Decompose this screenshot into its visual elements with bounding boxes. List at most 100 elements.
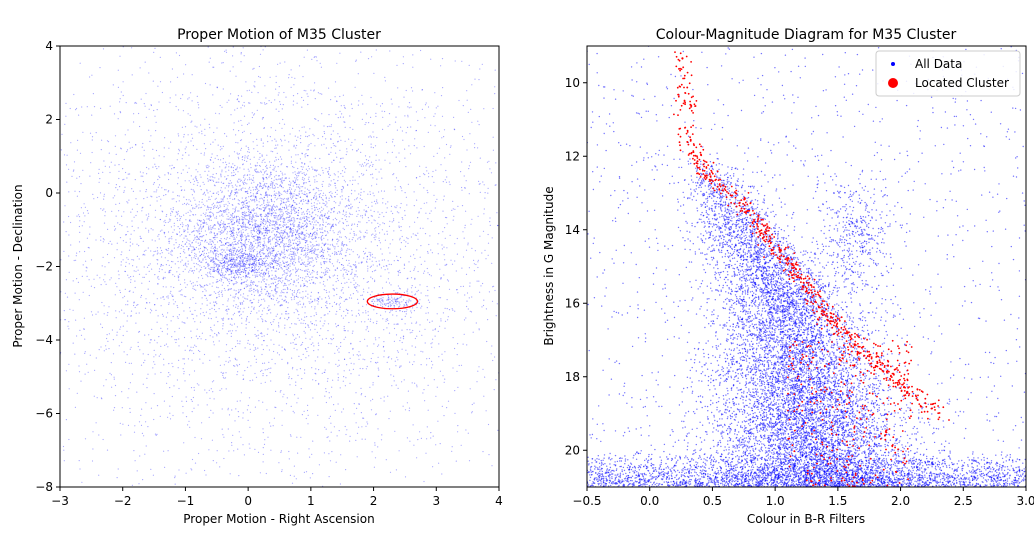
proper-motion-point bbox=[228, 184, 230, 187]
proper-motion-point bbox=[315, 258, 317, 260]
proper-motion-point bbox=[306, 219, 308, 221]
proper-motion-point bbox=[367, 159, 370, 162]
proper-motion-point bbox=[235, 276, 237, 278]
proper-motion-point bbox=[288, 245, 290, 247]
proper-motion-point bbox=[414, 293, 417, 295]
proper-motion-point bbox=[285, 96, 287, 98]
proper-motion-point bbox=[315, 236, 317, 238]
proper-motion-point bbox=[307, 260, 309, 262]
proper-motion-point bbox=[313, 56, 315, 59]
proper-motion-point bbox=[200, 239, 202, 242]
proper-motion-point bbox=[259, 165, 261, 167]
proper-motion-point bbox=[264, 381, 266, 383]
proper-motion-point bbox=[245, 238, 247, 240]
proper-motion-point bbox=[351, 183, 354, 185]
proper-motion-point bbox=[103, 350, 105, 352]
proper-motion-point bbox=[213, 260, 215, 262]
proper-motion-point bbox=[287, 209, 289, 211]
proper-motion-point bbox=[237, 271, 239, 274]
proper-motion-point bbox=[290, 69, 292, 71]
proper-motion-point bbox=[341, 244, 343, 246]
proper-motion-point bbox=[341, 289, 343, 291]
proper-motion-point bbox=[309, 477, 311, 479]
proper-motion-point bbox=[247, 241, 250, 243]
proper-motion-point bbox=[242, 256, 244, 258]
proper-motion-point bbox=[401, 341, 403, 344]
proper-motion-point bbox=[292, 104, 294, 106]
proper-motion-point bbox=[271, 206, 273, 208]
proper-motion-point bbox=[406, 300, 408, 302]
proper-motion-point bbox=[395, 156, 397, 158]
proper-motion-point bbox=[337, 141, 339, 143]
proper-motion-point bbox=[486, 340, 488, 343]
proper-motion-point bbox=[255, 260, 257, 262]
proper-motion-point bbox=[187, 141, 189, 143]
proper-motion-point bbox=[291, 195, 293, 197]
proper-motion-point bbox=[247, 168, 249, 170]
proper-motion-point bbox=[228, 330, 230, 332]
proper-motion-point bbox=[307, 170, 309, 172]
proper-motion-point bbox=[288, 243, 290, 246]
proper-motion-point bbox=[252, 141, 254, 143]
proper-motion-point bbox=[214, 250, 216, 252]
proper-motion-point bbox=[159, 230, 162, 232]
proper-motion-point bbox=[351, 149, 354, 151]
proper-motion-point bbox=[304, 254, 306, 256]
proper-motion-point bbox=[195, 230, 197, 232]
proper-motion-point bbox=[121, 309, 123, 311]
proper-motion-point bbox=[306, 218, 308, 220]
proper-motion-point bbox=[257, 188, 259, 190]
proper-motion-point bbox=[301, 162, 303, 164]
proper-motion-point bbox=[224, 260, 226, 263]
proper-motion-point bbox=[68, 168, 70, 170]
proper-motion-point bbox=[288, 241, 290, 243]
proper-motion-point bbox=[158, 355, 160, 357]
proper-motion-point bbox=[257, 226, 259, 228]
proper-motion-point bbox=[305, 135, 307, 137]
proper-motion-point bbox=[279, 203, 282, 205]
proper-motion-point bbox=[303, 216, 305, 218]
proper-motion-point bbox=[292, 258, 294, 260]
proper-motion-point bbox=[168, 272, 170, 274]
proper-motion-point bbox=[208, 294, 210, 296]
proper-motion-point bbox=[198, 271, 200, 273]
proper-motion-point bbox=[334, 252, 336, 254]
proper-motion-point bbox=[225, 309, 227, 311]
proper-motion-point bbox=[238, 256, 240, 258]
proper-motion-point bbox=[222, 376, 224, 378]
proper-motion-point bbox=[250, 257, 252, 259]
proper-motion-point bbox=[248, 227, 250, 229]
proper-motion-point bbox=[276, 221, 278, 223]
proper-motion-point bbox=[405, 302, 407, 304]
proper-motion-point bbox=[301, 249, 303, 251]
proper-motion-point bbox=[192, 396, 194, 399]
proper-motion-point bbox=[240, 236, 242, 238]
proper-motion-point bbox=[409, 361, 411, 363]
proper-motion-point bbox=[203, 183, 205, 185]
proper-motion-point bbox=[454, 243, 456, 245]
proper-motion-point bbox=[258, 262, 260, 264]
proper-motion-point bbox=[230, 272, 233, 274]
proper-motion-point bbox=[267, 309, 269, 311]
proper-motion-point bbox=[420, 207, 422, 210]
proper-motion-point bbox=[296, 349, 298, 351]
proper-motion-point bbox=[270, 449, 272, 451]
proper-motion-point bbox=[342, 245, 345, 247]
proper-motion-point bbox=[262, 227, 265, 229]
proper-motion-point bbox=[384, 303, 386, 306]
proper-motion-point bbox=[159, 253, 161, 255]
proper-motion-point bbox=[164, 344, 166, 346]
proper-motion-point bbox=[303, 270, 305, 272]
proper-motion-point bbox=[234, 247, 236, 249]
proper-motion-point bbox=[261, 259, 263, 262]
proper-motion-point bbox=[233, 249, 235, 251]
proper-motion-point bbox=[404, 157, 406, 159]
proper-motion-point bbox=[199, 207, 201, 209]
proper-motion-point bbox=[223, 225, 225, 227]
proper-motion-point bbox=[237, 243, 239, 245]
proper-motion-point bbox=[222, 318, 224, 320]
proper-motion-point bbox=[148, 264, 150, 266]
proper-motion-point bbox=[357, 291, 359, 293]
proper-motion-point bbox=[182, 368, 184, 370]
proper-motion-point bbox=[233, 276, 235, 279]
